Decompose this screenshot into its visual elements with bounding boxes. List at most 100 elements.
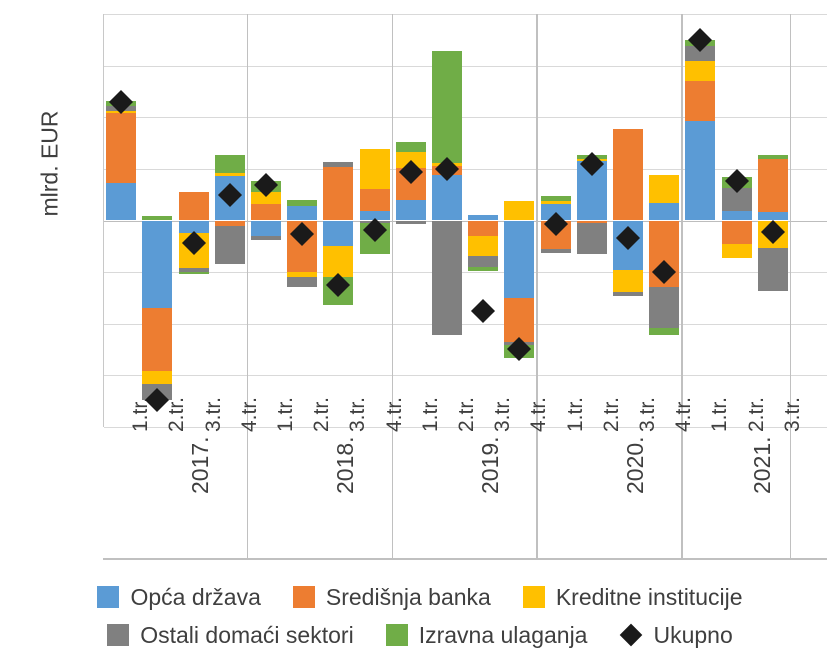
bar-segment <box>612 270 643 293</box>
legend-item[interactable]: Ukupno <box>619 621 733 649</box>
legend-swatch-icon <box>107 624 130 646</box>
bar-segment <box>721 220 752 244</box>
legend-row: Ostali domaći sektori Izravna ulaganja Uku… <box>0 616 840 654</box>
bar-stack <box>323 0 354 660</box>
bar-segment <box>468 220 499 236</box>
gridline <box>104 272 827 274</box>
bar-segment <box>359 189 390 211</box>
bar-segment <box>250 192 281 204</box>
group-separator <box>391 14 394 559</box>
bar-segment <box>576 223 607 255</box>
y-axis-title: mlrd. EUR <box>36 110 63 217</box>
group-separator <box>789 14 792 559</box>
bar-segment <box>540 196 571 202</box>
legend-swatch-icon <box>292 586 315 608</box>
gridline <box>104 427 827 428</box>
bar-segment <box>178 220 209 234</box>
bar-stack <box>178 0 209 660</box>
bar-segment <box>612 292 643 297</box>
bar-segment <box>287 277 318 288</box>
bar-stack <box>106 0 137 660</box>
legend-label: Kreditne institucije <box>555 583 743 610</box>
x-axis-line <box>103 558 827 560</box>
bar-segment <box>323 167 354 221</box>
bar-segment <box>685 81 716 122</box>
bar-segment <box>431 220 462 336</box>
bar-segment <box>576 220 607 224</box>
bar-segment <box>106 113 137 184</box>
bar-segment <box>250 203 281 221</box>
bar-stack <box>721 0 752 660</box>
bar-segment <box>178 191 209 221</box>
legend-label: Opća država <box>130 583 261 610</box>
bar-stack <box>757 0 788 660</box>
bar-segment <box>359 210 390 221</box>
bar-segment <box>685 61 716 82</box>
legend-swatch-icon <box>97 586 120 608</box>
total-marker <box>471 298 496 323</box>
bar-segment <box>250 220 281 236</box>
bar-segment <box>649 175 680 204</box>
bar-segment <box>757 211 788 221</box>
bar-stack <box>685 0 716 660</box>
bar-segment <box>540 248 571 254</box>
bar-segment <box>287 272 318 278</box>
bar-segment <box>359 148 390 189</box>
bar-segment <box>214 155 245 173</box>
bar-segment <box>431 51 462 163</box>
bar-segment <box>757 159 788 212</box>
legend-swatch-icon <box>385 624 408 646</box>
bar-segment <box>468 266 499 271</box>
bar-stack <box>612 0 643 660</box>
bar-segment <box>468 255 499 267</box>
legend-item[interactable]: Kreditne institucije <box>522 583 743 611</box>
bar-stack <box>540 0 571 660</box>
bar-stack <box>142 0 173 660</box>
bar-stack <box>576 0 607 660</box>
bar-segment <box>468 215 499 221</box>
group-separator <box>246 14 249 559</box>
bar-segment <box>757 248 788 292</box>
legend-label: Ukupno <box>653 621 733 648</box>
bar-segment <box>721 243 752 259</box>
bar-segment <box>142 220 173 309</box>
bar-segment <box>395 199 426 221</box>
legend-label: Ostali domaći sektori <box>140 621 354 648</box>
bar-stack <box>214 0 245 660</box>
bar-stack <box>359 0 390 660</box>
legend-item[interactable]: Ostali domaći sektori <box>107 621 354 649</box>
legend-item[interactable]: Opća država <box>97 583 261 611</box>
bar-segment <box>287 205 318 221</box>
bar-segment <box>468 235 499 256</box>
zero-line <box>104 220 827 222</box>
bar-segment <box>395 220 426 224</box>
bar-segment <box>395 141 426 153</box>
bar-segment <box>685 46 716 62</box>
bar-segment <box>540 201 571 205</box>
bar-segment <box>178 267 209 272</box>
bar-segment <box>612 128 643 221</box>
bar-segment <box>178 271 209 274</box>
gridline <box>104 65 827 67</box>
bar-segment <box>649 203 680 221</box>
gridline <box>104 375 827 377</box>
bar-segment <box>323 162 354 168</box>
legend-swatch-icon <box>522 586 545 608</box>
bar-segment <box>431 175 462 221</box>
plot-area <box>103 14 827 428</box>
bar-segment <box>323 246 354 277</box>
bar-stack <box>395 0 426 660</box>
bar-segment <box>142 371 173 384</box>
legend-item[interactable]: Izravna ulaganja <box>385 622 587 649</box>
legend-row: Opća država Središnja banka Kreditne insti… <box>0 578 840 616</box>
gridline <box>104 14 827 15</box>
bar-segment <box>504 297 535 342</box>
bar-segment <box>214 225 245 264</box>
group-separator <box>536 14 538 559</box>
bar-segment <box>142 308 173 372</box>
legend-item[interactable]: Središnja banka <box>292 584 491 611</box>
bar-segment <box>287 200 318 206</box>
bar-segment <box>214 173 245 177</box>
bar-segment <box>323 220 354 247</box>
